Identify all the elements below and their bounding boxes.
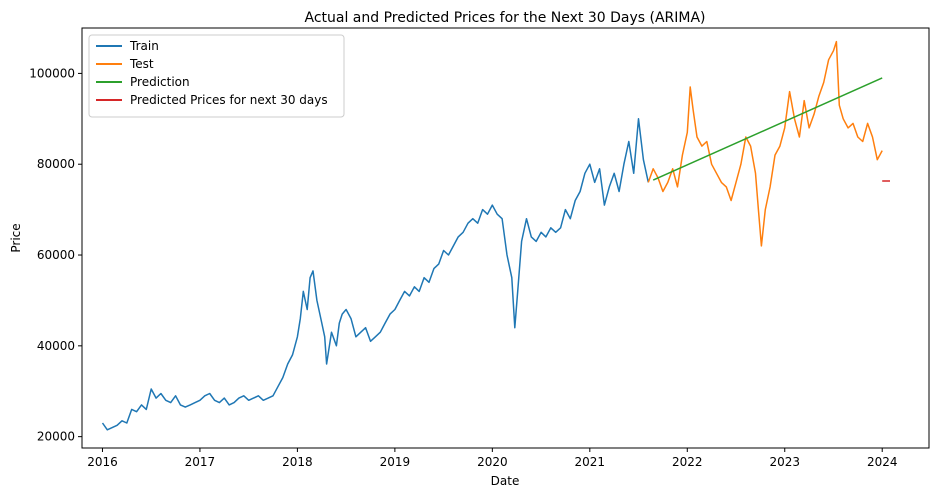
x-tick-label: 2017 <box>185 455 216 469</box>
y-tick-label: 100000 <box>29 66 75 80</box>
chart-title: Actual and Predicted Prices for the Next… <box>304 10 705 26</box>
y-axis-label: Price <box>9 223 23 252</box>
y-tick-label: 40000 <box>37 339 75 353</box>
y-tick-label: 80000 <box>37 157 75 171</box>
y-tick-label: 20000 <box>37 430 75 444</box>
x-tick-label: 2022 <box>672 455 703 469</box>
legend-label: Test <box>129 57 154 71</box>
x-tick-label: 2016 <box>87 455 118 469</box>
legend-label: Train <box>129 39 159 53</box>
x-axis-label: Date <box>491 474 520 488</box>
y-axis: 20000 40000 60000 80000 100000 <box>29 66 82 444</box>
series-line-prediction <box>652 77 883 181</box>
x-tick-label: 2020 <box>477 455 508 469</box>
x-tick-label: 2023 <box>769 455 800 469</box>
legend-label: Predicted Prices for next 30 days <box>130 93 328 107</box>
series-line-train <box>101 118 650 431</box>
x-tick-label: 2021 <box>575 455 606 469</box>
x-tick-label: 2018 <box>282 455 313 469</box>
legend-label: Prediction <box>130 75 190 89</box>
series-layer <box>101 40 890 431</box>
plot-frame <box>81 27 930 449</box>
series-line-test <box>647 40 883 247</box>
legend-box <box>88 34 345 118</box>
legend: Train Test Prediction Predicted Prices for … <box>88 34 345 118</box>
y-tick-label: 60000 <box>37 248 75 262</box>
x-tick-label: 2019 <box>380 455 411 469</box>
x-tick-label: 2024 <box>867 455 898 469</box>
x-axis: 2016 2017 2018 2019 2020 2021 2022 2023 2024 <box>87 448 897 469</box>
